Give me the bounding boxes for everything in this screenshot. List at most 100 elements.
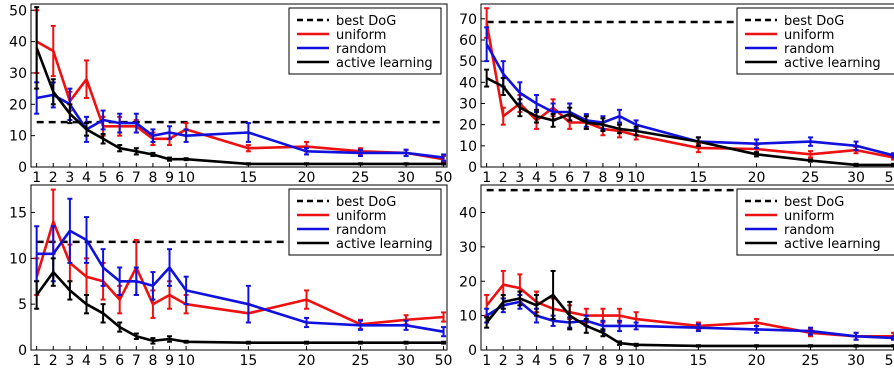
x-tick-label: 2 [499,353,508,368]
panel-bottom-right: 010203040123456789101520253050best DoGun… [459,184,894,368]
legend-label-random: random [784,42,834,57]
legend-label-uniform: uniform [784,209,834,224]
y-tick-label: 30 [459,96,477,112]
x-tick-label: 4 [82,353,91,368]
x-tick-label: 5 [99,353,108,368]
x-tick-label: 5 [99,170,108,186]
y-tick-label: 50 [459,54,477,70]
x-tick-label: 4 [82,170,91,186]
y-tick-label: 0 [468,160,477,176]
y-tick-label: 10 [459,309,477,325]
legend-label-random: random [784,223,834,238]
x-tick-label: 10 [627,353,645,368]
x-tick-label: 8 [148,353,157,368]
x-tick-label: 20 [298,353,316,368]
x-tick-label: 30 [397,170,415,186]
x-tick-label: 9 [615,170,624,186]
y-tick-label: 0 [18,343,27,359]
x-tick-label: 20 [748,353,766,368]
x-tick-label: 1 [482,353,491,368]
x-tick-label: 50 [435,170,453,186]
x-tick-label: 4 [532,170,541,186]
y-tick-label: 10 [459,139,477,155]
x-tick-label: 15 [689,170,707,186]
x-tick-label: 20 [748,170,766,186]
x-tick-label: 2 [49,353,58,368]
y-tick-label: 50 [9,3,27,19]
x-tick-label: 30 [847,353,865,368]
x-tick-label: 7 [132,353,141,368]
legend-label-best_dog: best DoG [336,14,396,29]
y-tick-label: 10 [9,129,27,145]
x-tick-label: 8 [598,353,607,368]
legend-label-random: random [336,42,386,57]
x-tick-label: 8 [148,170,157,186]
x-tick-label: 1 [32,170,41,186]
legend-label-uniform: uniform [336,209,386,224]
x-tick-label: 25 [802,170,820,186]
x-tick-label: 6 [115,170,124,186]
legend-label-best_dog: best DoG [784,195,844,210]
x-tick-label: 5 [549,353,558,368]
y-tick-label: 15 [9,206,27,222]
legend-label-active: active learning [784,56,881,71]
axes-frame [480,3,894,168]
x-tick-label: 3 [515,353,524,368]
legend-label-active: active learning [336,237,433,252]
y-tick-label: 5 [18,297,27,313]
legend-label-best_dog: best DoG [336,195,396,210]
y-tick-label: 40 [9,35,27,51]
x-tick-label: 15 [239,170,257,186]
x-tick-label: 3 [65,170,74,186]
axes-frame [30,3,448,168]
y-tick-label: 10 [9,251,27,267]
x-tick-label: 6 [565,170,574,186]
x-tick-label: 10 [177,353,195,368]
axes-frame [480,184,894,351]
y-tick-label: 20 [9,97,27,113]
x-tick-label: 25 [352,353,370,368]
x-tick-label: 10 [627,170,645,186]
y-tick-label: 0 [18,160,27,176]
x-tick-label: 3 [515,170,524,186]
x-tick-label: 6 [115,353,124,368]
y-tick-label: 0 [468,343,477,359]
x-tick-label: 15 [689,353,707,368]
y-tick-label: 60 [459,33,477,49]
x-tick-label: 10 [177,170,195,186]
axes-frame [30,184,448,351]
x-tick-label: 1 [32,353,41,368]
x-tick-label: 4 [532,353,541,368]
x-tick-label: 5 [549,170,558,186]
y-tick-label: 40 [459,206,477,222]
y-tick-label: 20 [459,118,477,134]
legend-label-best_dog: best DoG [784,14,844,29]
y-tick-label: 40 [459,75,477,91]
x-tick-label: 3 [65,353,74,368]
x-tick-label: 9 [165,170,174,186]
x-tick-label: 20 [298,170,316,186]
x-tick-label: 1 [482,170,491,186]
y-tick-label: 20 [459,274,477,290]
x-tick-label: 7 [582,170,591,186]
legend-label-uniform: uniform [784,28,834,43]
y-tick-label: 30 [459,240,477,256]
x-tick-label: 2 [49,170,58,186]
series-active-line [35,270,444,345]
x-tick-label: 25 [352,170,370,186]
x-tick-label: 2 [499,170,508,186]
legend-label-random: random [336,223,386,238]
series-random-line [36,93,444,159]
x-tick-label: 15 [239,353,257,368]
x-tick-label: 9 [615,353,624,368]
x-tick-label: 30 [847,170,865,186]
x-tick-label: 50 [885,353,894,368]
x-tick-label: 8 [598,170,607,186]
legend-label-uniform: uniform [336,28,386,43]
